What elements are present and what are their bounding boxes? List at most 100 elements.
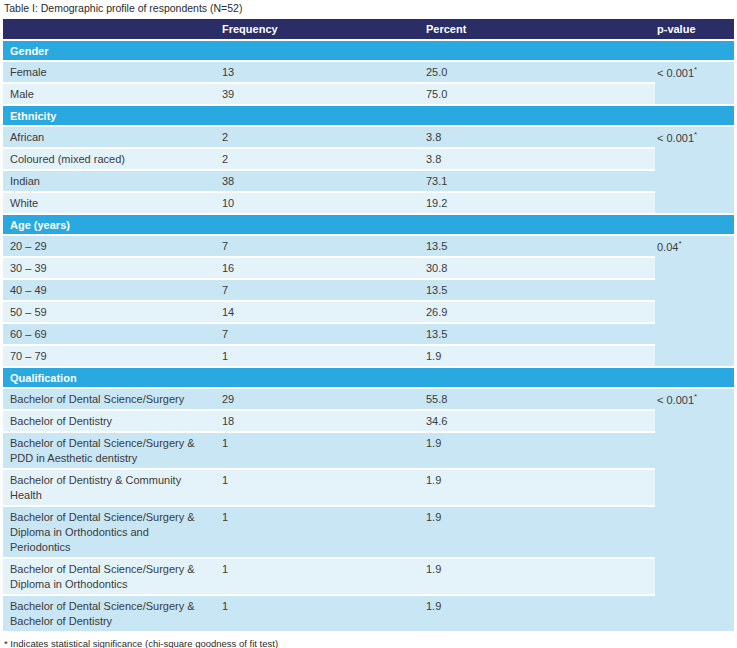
table-row: Bachelor of Dental Science/Surgery & PDD…: [3, 433, 734, 468]
significance-asterisk: *: [694, 65, 697, 74]
table-row: 20 – 29713.50.04*: [3, 236, 734, 256]
row-label-cell: 20 – 29: [3, 236, 215, 256]
percent-cell: 1.9: [419, 559, 655, 594]
frequency-cell: 13: [215, 62, 419, 82]
section-header-label: Ethnicity: [3, 106, 734, 125]
table-title: Table I: Demographic profile of responde…: [4, 2, 734, 14]
percent-cell: 19.2: [419, 193, 655, 213]
table-body: GenderFemale1325.0< 0.001*Male3975.0Ethn…: [3, 41, 734, 631]
section-header-row: Gender: [3, 41, 734, 60]
row-label-cell: Male: [3, 84, 215, 104]
section-header-row: Qualification: [3, 368, 734, 387]
row-label-cell: Bachelor of Dental Science/Surgery & Dip…: [3, 507, 215, 557]
percent-cell: 1.9: [419, 346, 655, 366]
table-row: Bachelor of Dentistry1834.6: [3, 411, 734, 431]
row-label-cell: Bachelor of Dental Science/Surgery & Bac…: [3, 596, 215, 631]
section-header-label: Age (years): [3, 215, 734, 234]
frequency-cell: 38: [215, 171, 419, 191]
frequency-cell: 7: [215, 236, 419, 256]
column-header-frequency: Frequency: [215, 19, 419, 39]
significance-asterisk: *: [694, 392, 697, 401]
section-header-label: Qualification: [3, 368, 734, 387]
table-row: Coloured (mixed raced)23.8: [3, 149, 734, 169]
row-label-cell: Bachelor of Dental Science/Surgery & Dip…: [3, 559, 215, 594]
frequency-cell: 2: [215, 127, 419, 147]
frequency-cell: 1: [215, 346, 419, 366]
table-footnote: * Indicates statistical significance (ch…: [4, 638, 734, 648]
frequency-cell: 1: [215, 596, 419, 631]
table-row: Bachelor of Dental Science/Surgery & Bac…: [3, 596, 734, 631]
frequency-cell: 16: [215, 258, 419, 278]
table-row: 60 – 69713.5: [3, 324, 734, 344]
p-value-cell: 0.04*: [655, 236, 734, 366]
frequency-cell: 14: [215, 302, 419, 322]
percent-cell: 73.1: [419, 171, 655, 191]
frequency-cell: 10: [215, 193, 419, 213]
row-label-cell: Bachelor of Dental Science/Surgery & PDD…: [3, 433, 215, 468]
row-label-cell: Coloured (mixed raced): [3, 149, 215, 169]
significance-asterisk: *: [678, 239, 681, 248]
row-label-cell: 30 – 39: [3, 258, 215, 278]
row-label-cell: Female: [3, 62, 215, 82]
row-label-cell: 40 – 49: [3, 280, 215, 300]
p-value-text: < 0.001: [657, 67, 694, 79]
table-row: Bachelor of Dental Science/Surgery & Dip…: [3, 507, 734, 557]
column-header-row: Frequency Percent p-value: [3, 19, 734, 39]
frequency-cell: 39: [215, 84, 419, 104]
table-row: Male3975.0: [3, 84, 734, 104]
section-header-row: Ethnicity: [3, 106, 734, 125]
table-row: White1019.2: [3, 193, 734, 213]
p-value-text: < 0.001: [657, 394, 694, 406]
row-label-cell: Bachelor of Dentistry: [3, 411, 215, 431]
row-label-cell: 70 – 79: [3, 346, 215, 366]
table-row: Female1325.0< 0.001*: [3, 62, 734, 82]
frequency-cell: 7: [215, 324, 419, 344]
percent-cell: 3.8: [419, 127, 655, 147]
row-label-cell: White: [3, 193, 215, 213]
percent-cell: 1.9: [419, 470, 655, 505]
frequency-cell: 7: [215, 280, 419, 300]
row-label-cell: Bachelor of Dentistry & Community Health: [3, 470, 215, 505]
percent-cell: 55.8: [419, 389, 655, 409]
p-value-text: < 0.001: [657, 132, 694, 144]
table-row: 50 – 591426.9: [3, 302, 734, 322]
percent-cell: 34.6: [419, 411, 655, 431]
percent-cell: 1.9: [419, 433, 655, 468]
p-value-text: 0.04: [657, 241, 678, 253]
percent-cell: 1.9: [419, 596, 655, 631]
row-label-cell: African: [3, 127, 215, 147]
column-header-p-value: p-value: [655, 19, 734, 39]
p-value-cell: < 0.001*: [655, 127, 734, 213]
frequency-cell: 29: [215, 389, 419, 409]
table-row: Bachelor of Dental Science/Surgery & Dip…: [3, 559, 734, 594]
percent-cell: 30.8: [419, 258, 655, 278]
frequency-cell: 1: [215, 433, 419, 468]
frequency-cell: 2: [215, 149, 419, 169]
table-row: Bachelor of Dentistry & Community Health…: [3, 470, 734, 505]
demographics-table: Frequency Percent p-value GenderFemale13…: [3, 17, 734, 633]
section-header-row: Age (years): [3, 215, 734, 234]
table-row: Bachelor of Dental Science/Surgery2955.8…: [3, 389, 734, 409]
percent-cell: 25.0: [419, 62, 655, 82]
frequency-cell: 18: [215, 411, 419, 431]
row-label-cell: 60 – 69: [3, 324, 215, 344]
page: Table I: Demographic profile of responde…: [0, 0, 737, 648]
section-header-label: Gender: [3, 41, 734, 60]
percent-cell: 26.9: [419, 302, 655, 322]
frequency-cell: 1: [215, 559, 419, 594]
row-label-cell: 50 – 59: [3, 302, 215, 322]
row-label-cell: Indian: [3, 171, 215, 191]
percent-cell: 13.5: [419, 236, 655, 256]
percent-cell: 1.9: [419, 507, 655, 557]
table-row: African23.8< 0.001*: [3, 127, 734, 147]
p-value-cell: < 0.001*: [655, 389, 734, 631]
percent-cell: 13.5: [419, 280, 655, 300]
significance-asterisk: *: [694, 130, 697, 139]
row-label-cell: Bachelor of Dental Science/Surgery: [3, 389, 215, 409]
column-header-empty: [3, 19, 215, 39]
table-row: 40 – 49713.5: [3, 280, 734, 300]
table-row: 30 – 391630.8: [3, 258, 734, 278]
frequency-cell: 1: [215, 507, 419, 557]
percent-cell: 3.8: [419, 149, 655, 169]
table-row: 70 – 7911.9: [3, 346, 734, 366]
